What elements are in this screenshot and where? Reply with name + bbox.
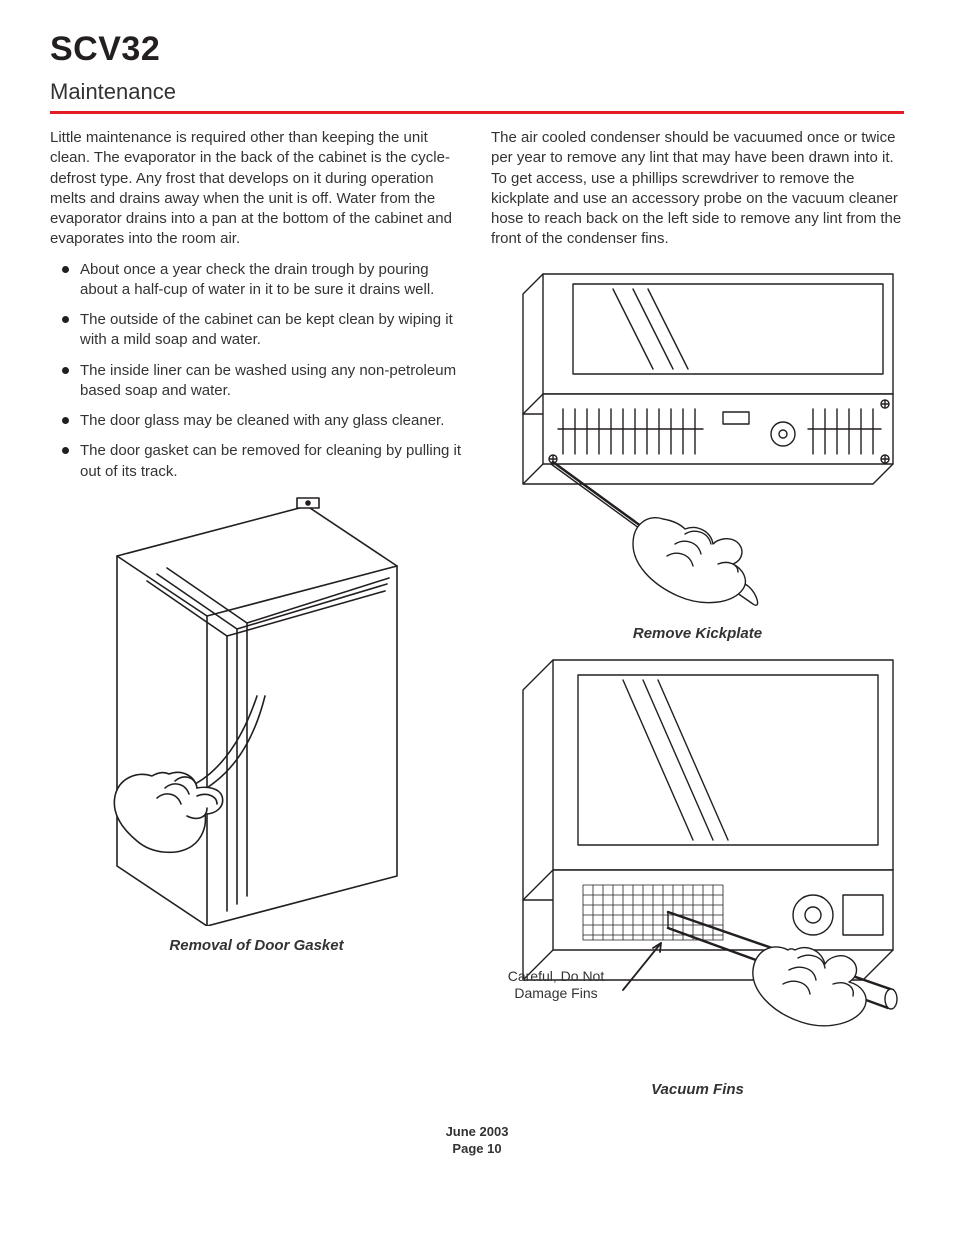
kickplate-figure: Remove Kickplate <box>491 264 904 644</box>
footer-date: June 2003 <box>50 1124 904 1141</box>
model-heading: SCV32 <box>50 30 904 69</box>
section-rule <box>50 111 904 114</box>
footer-page: Page 10 <box>50 1141 904 1158</box>
door-gasket-figure: Removal of Door Gasket <box>50 496 463 956</box>
fin-warning-label: Careful, Do Not Damage Fins <box>501 968 611 1003</box>
left-column: Little maintenance is required other tha… <box>50 128 463 1100</box>
right-column: The air cooled condenser should be vacuu… <box>491 128 904 1100</box>
figure-caption: Vacuum Fins <box>491 1080 904 1100</box>
list-item: About once a year check the drain trough… <box>76 260 463 301</box>
list-item: The inside liner can be washed using any… <box>76 361 463 402</box>
list-item: The door gasket can be removed for clean… <box>76 441 463 482</box>
maintenance-bullet-list: About once a year check the drain trough… <box>50 260 463 482</box>
list-item: The outside of the cabinet can be kept c… <box>76 310 463 351</box>
intro-paragraph-left: Little maintenance is required other tha… <box>50 128 463 250</box>
figure-caption: Removal of Door Gasket <box>50 936 463 956</box>
two-column-layout: Little maintenance is required other tha… <box>50 128 904 1100</box>
vacuum-fins-figure: Careful, Do Not Damage Fins Vacuum Fins <box>491 650 904 1100</box>
intro-paragraph-right: The air cooled condenser should be vacuu… <box>491 128 904 250</box>
figure-caption: Remove Kickplate <box>491 624 904 644</box>
door-gasket-illustration <box>57 496 457 926</box>
kickplate-illustration <box>493 264 903 614</box>
list-item: The door glass may be cleaned with any g… <box>76 411 463 431</box>
section-heading: Maintenance <box>50 79 904 105</box>
page-footer: June 2003 Page 10 <box>50 1124 904 1158</box>
